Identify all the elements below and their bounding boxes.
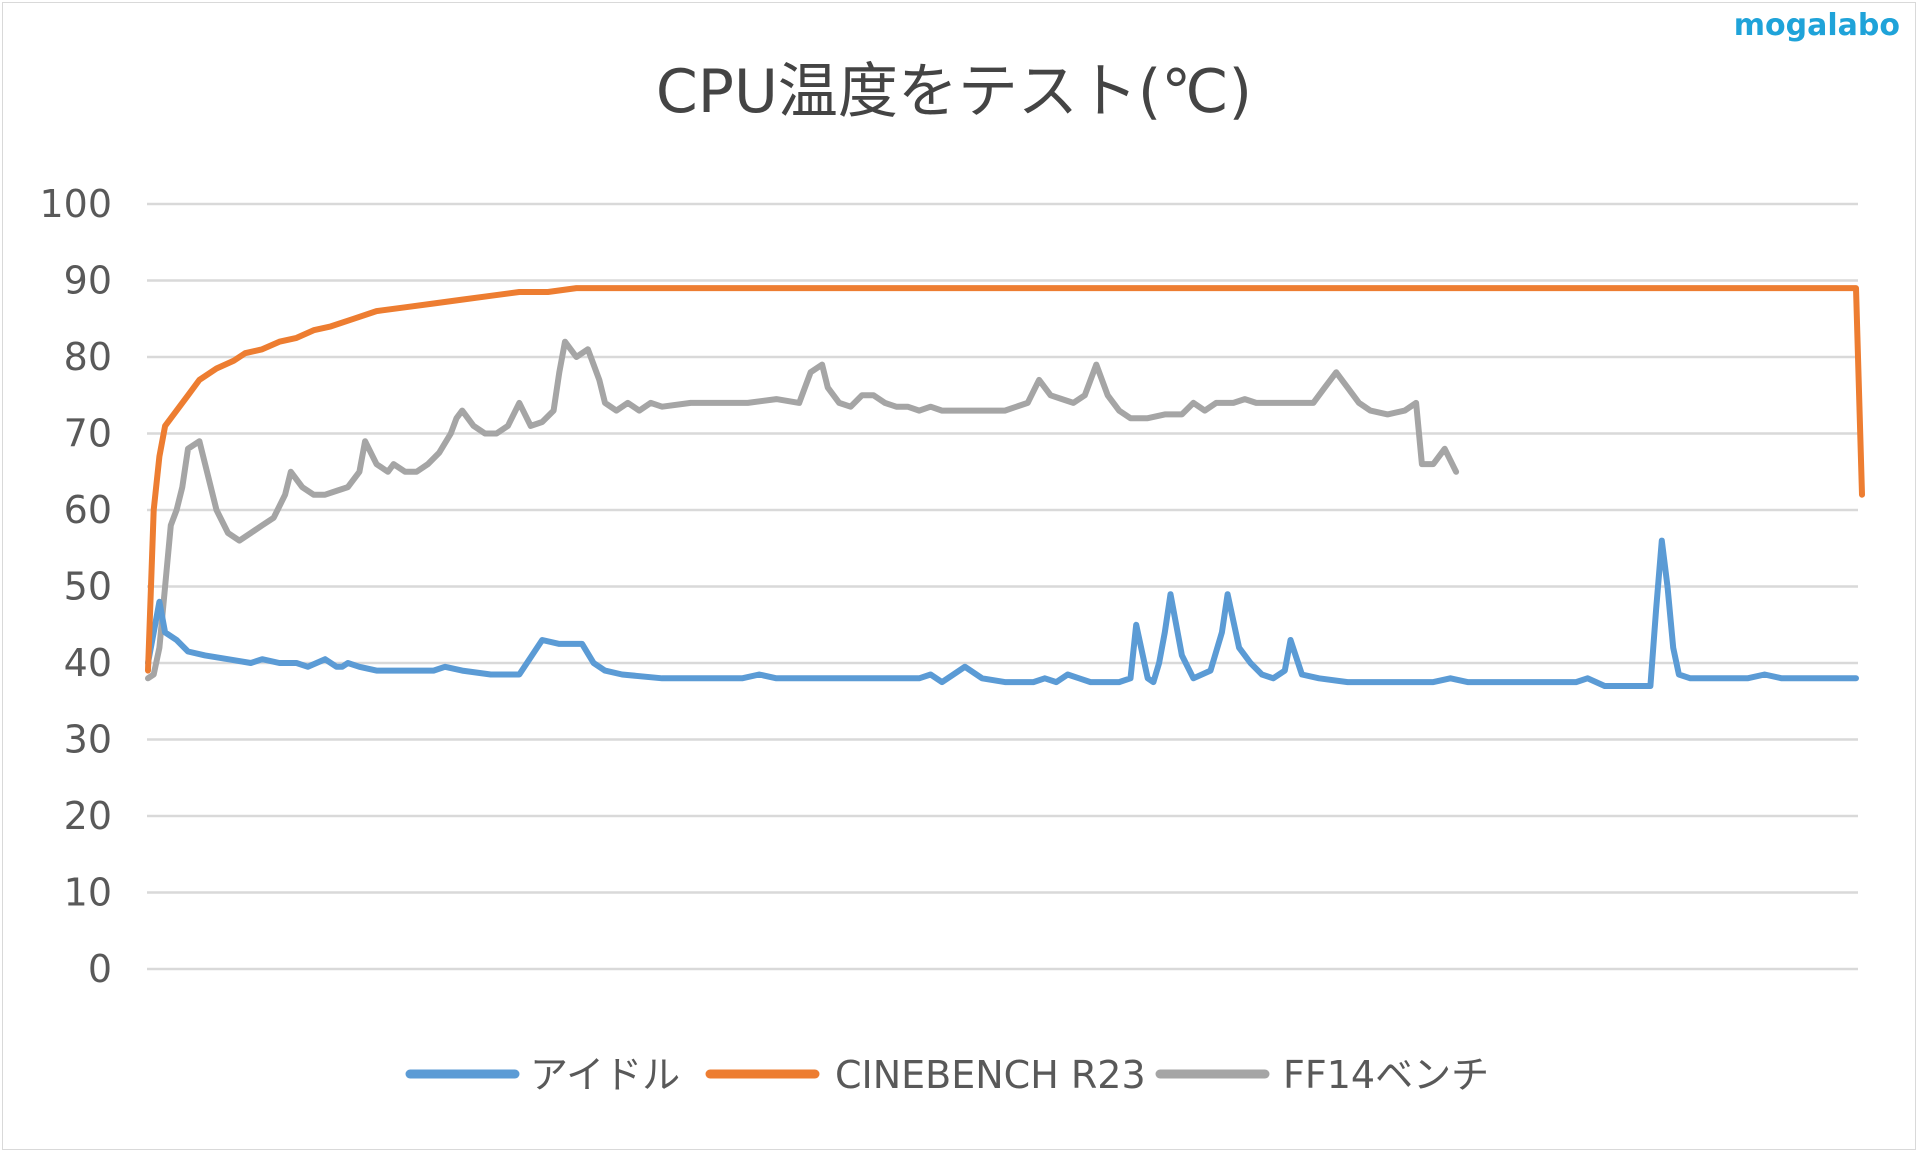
legend-label-0: アイドル: [530, 1053, 680, 1097]
series-lines: [145, 285, 1865, 689]
series-ff14-line: [145, 338, 1460, 682]
legend-label-1: CINEBENCH R23: [835, 1053, 1146, 1097]
grid-lines: [147, 202, 1858, 971]
y-tick-label: 60: [64, 488, 112, 532]
y-tick-label: 100: [39, 182, 112, 226]
y-tick-label: 90: [64, 259, 112, 303]
y-tick-label: 70: [64, 412, 112, 456]
legend-label-2: FF14ベンチ: [1283, 1053, 1489, 1097]
y-tick-label: 10: [64, 871, 112, 915]
y-axis-ticks: 0 10 20 30 40 50 60 70 80 90 100: [39, 182, 112, 991]
y-tick-label: 0: [88, 947, 112, 991]
watermark-logo: mogalabo: [1733, 8, 1900, 43]
legend: アイドル CINEBENCH R23 FF14ベンチ: [405, 1053, 1489, 1097]
series-idle-line: [145, 537, 1859, 689]
y-tick-label: 80: [64, 335, 112, 379]
y-tick-label: 40: [64, 641, 112, 685]
y-tick-label: 20: [64, 794, 112, 838]
chart-title: CPU温度をテスト(℃): [656, 57, 1252, 127]
y-tick-label: 50: [64, 565, 112, 609]
series-cinebench-line: [145, 285, 1865, 674]
y-tick-label: 30: [64, 718, 112, 762]
